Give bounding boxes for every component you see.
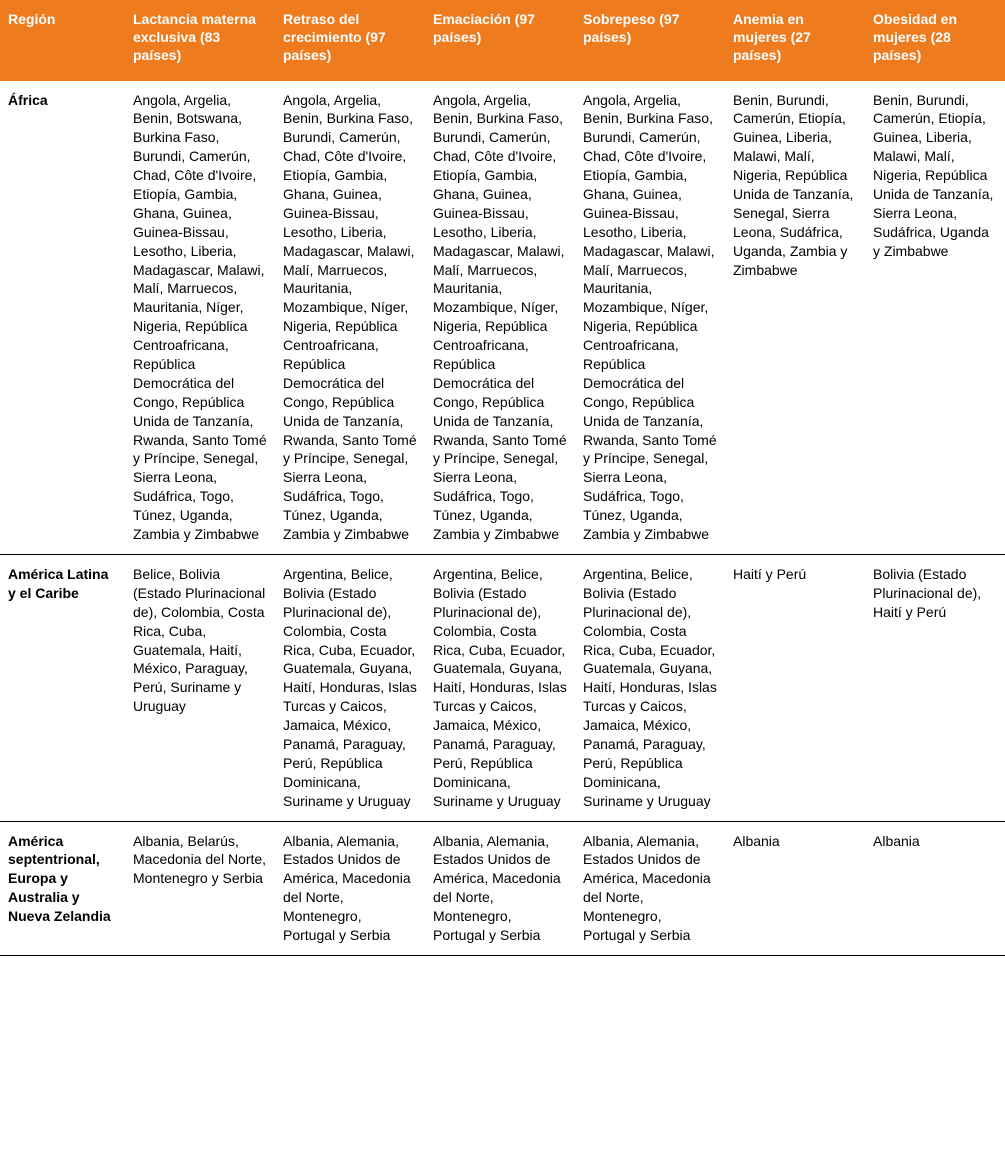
table-header: Región Lactancia materna exclusiva (83 p…: [0, 0, 1005, 81]
cell-value: Angola, Argelia, Benin, Burkina Faso, Bu…: [575, 81, 725, 555]
col-breastfeeding: Lactancia materna exclusiva (83 países): [125, 0, 275, 81]
cell-value: Angola, Argelia, Benin, Burkina Faso, Bu…: [425, 81, 575, 555]
cell-value: Benin, Burundi, Camerún, Etiopía, Guinea…: [725, 81, 865, 555]
cell-value: Argentina, Belice, Bolivia (Estado Pluri…: [575, 554, 725, 821]
cell-value: Belice, Bolivia (Estado Plurinacional de…: [125, 554, 275, 821]
cell-value: Angola, Argelia, Benin, Botswana, Burkin…: [125, 81, 275, 555]
col-obesity: Obesidad en mujeres (28 países): [865, 0, 1005, 81]
col-region: Región: [0, 0, 125, 81]
table-row: América Latina y el Caribe Belice, Boliv…: [0, 554, 1005, 821]
cell-value: Albania, Alemania, Estados Unidos de Amé…: [575, 821, 725, 955]
table-row: América septentrional, Europa y Australi…: [0, 821, 1005, 955]
cell-value: Argentina, Belice, Bolivia (Estado Pluri…: [275, 554, 425, 821]
cell-value: Albania: [865, 821, 1005, 955]
cell-value: Albania: [725, 821, 865, 955]
col-anemia: Anemia en mujeres (27 países): [725, 0, 865, 81]
cell-value: Haití y Perú: [725, 554, 865, 821]
cell-value: Albania, Alemania, Estados Unidos de Amé…: [275, 821, 425, 955]
table-row: África Angola, Argelia, Benin, Botswana,…: [0, 81, 1005, 555]
col-overweight: Sobrepeso (97 países): [575, 0, 725, 81]
nutrition-table: Región Lactancia materna exclusiva (83 p…: [0, 0, 1005, 956]
cell-value: Albania, Alemania, Estados Unidos de Amé…: [425, 821, 575, 955]
cell-value: Benin, Burundi, Camerún, Etiopía, Guinea…: [865, 81, 1005, 555]
col-wasting: Emaciación (97 países): [425, 0, 575, 81]
cell-value: Albania, Belarús, Macedonia del Norte, M…: [125, 821, 275, 955]
table-body: África Angola, Argelia, Benin, Botswana,…: [0, 81, 1005, 956]
cell-value: Angola, Argelia, Benin, Burkina Faso, Bu…: [275, 81, 425, 555]
col-stunting: Retraso del crecimiento (97 países): [275, 0, 425, 81]
cell-region: América Latina y el Caribe: [0, 554, 125, 821]
cell-region: África: [0, 81, 125, 555]
cell-value: Argentina, Belice, Bolivia (Estado Pluri…: [425, 554, 575, 821]
cell-value: Bolivia (Estado Plurinacional de), Haití…: [865, 554, 1005, 821]
cell-region: América septentrional, Europa y Australi…: [0, 821, 125, 955]
